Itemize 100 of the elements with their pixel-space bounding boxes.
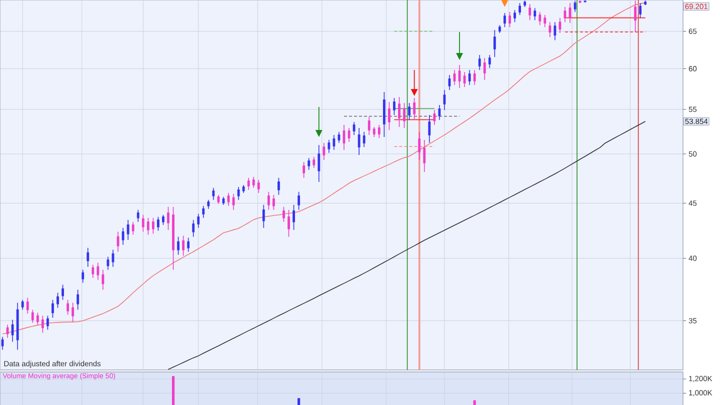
candlestick [232, 193, 235, 210]
candlestick [76, 289, 80, 310]
candlestick [152, 217, 154, 234]
candlestick [278, 178, 280, 196]
candlestick [438, 104, 441, 120]
candlestick [443, 90, 446, 110]
candlestick [146, 217, 150, 236]
candlestick [639, 2, 642, 18]
candlestick [368, 116, 370, 136]
candlestick [428, 114, 431, 144]
candlestick [1, 336, 4, 350]
candlestick [227, 192, 230, 206]
candlestick [518, 2, 521, 16]
candlestick [398, 96, 400, 128]
candlestick [222, 196, 225, 206]
candlestick [252, 176, 255, 188]
candlestick [31, 309, 34, 324]
candlestick [578, 0, 582, 4]
candlestick [413, 98, 416, 120]
candlestick [212, 187, 215, 200]
candlestick [352, 122, 356, 136]
candlestick [288, 209, 290, 238]
candlestick [498, 24, 501, 34]
candlestick [433, 110, 436, 126]
candlestick [378, 124, 380, 138]
candlestick [514, 10, 516, 22]
candlestick [16, 302, 19, 350]
candlestick [332, 134, 336, 150]
candlestick [41, 315, 44, 334]
candlestick [36, 312, 39, 326]
candlestick [102, 269, 104, 290]
candlestick [172, 206, 174, 270]
candlestick [453, 70, 456, 86]
candlestick [322, 142, 326, 160]
candlestick [207, 199, 210, 210]
candlestick [328, 140, 330, 154]
candlestick [488, 54, 491, 68]
candlestick [92, 264, 94, 278]
candlestick [247, 178, 250, 190]
line-series [168, 120, 646, 370]
candlestick [52, 299, 54, 318]
candlestick [262, 204, 265, 228]
candlestick [644, 0, 647, 6]
candlestick [132, 221, 134, 236]
candlestick [116, 231, 120, 252]
candlestick [312, 156, 316, 168]
candlestick [167, 206, 170, 230]
candlestick [56, 292, 59, 308]
candlestick [267, 192, 270, 210]
candlestick [96, 262, 100, 280]
candlestick [46, 315, 49, 330]
candlestick [634, 0, 636, 32]
candlestick [292, 204, 295, 230]
candlestick [508, 12, 511, 28]
candlestick [554, 22, 556, 40]
candlestick [473, 70, 476, 86]
candlestick [272, 194, 275, 210]
candlestick [106, 256, 110, 270]
candlestick [192, 220, 195, 238]
candlestick [156, 216, 160, 232]
candlestick [62, 284, 64, 300]
candlestick [318, 144, 320, 182]
candlestick [126, 220, 130, 240]
candlestick [11, 319, 14, 342]
candlestick [86, 247, 90, 268]
candlestick [358, 128, 360, 156]
candlestick [564, 6, 566, 22]
candlestick [142, 214, 144, 232]
candlestick [21, 299, 24, 310]
candlestick [548, 22, 552, 38]
candlestick [483, 58, 486, 80]
candlestick [388, 102, 390, 130]
candlestick [162, 214, 164, 226]
candlestick [302, 162, 306, 178]
candlestick [504, 12, 506, 28]
candlestick [177, 236, 180, 256]
candlestick [538, 12, 542, 26]
candlestick [448, 74, 451, 90]
candlestick [282, 206, 285, 222]
candlestick [66, 299, 69, 316]
candlestick [197, 214, 200, 228]
candlestick [524, 0, 526, 8]
candlestick [342, 124, 346, 150]
candlestick [182, 235, 185, 256]
candlestick [403, 102, 406, 128]
candlestick [493, 30, 496, 58]
candlestick [574, 0, 576, 12]
candlestick [202, 206, 205, 218]
candlestick [72, 302, 74, 322]
candlestick [257, 179, 260, 194]
candlestick [372, 126, 376, 138]
candlestick [544, 14, 546, 28]
candlestick [468, 70, 471, 86]
candlestick [237, 186, 240, 200]
candlestick [382, 92, 386, 138]
candlestick [187, 237, 190, 252]
candlestick [423, 140, 426, 172]
candlestick [298, 192, 300, 210]
candlestick [348, 128, 350, 142]
candlestick [408, 102, 411, 120]
